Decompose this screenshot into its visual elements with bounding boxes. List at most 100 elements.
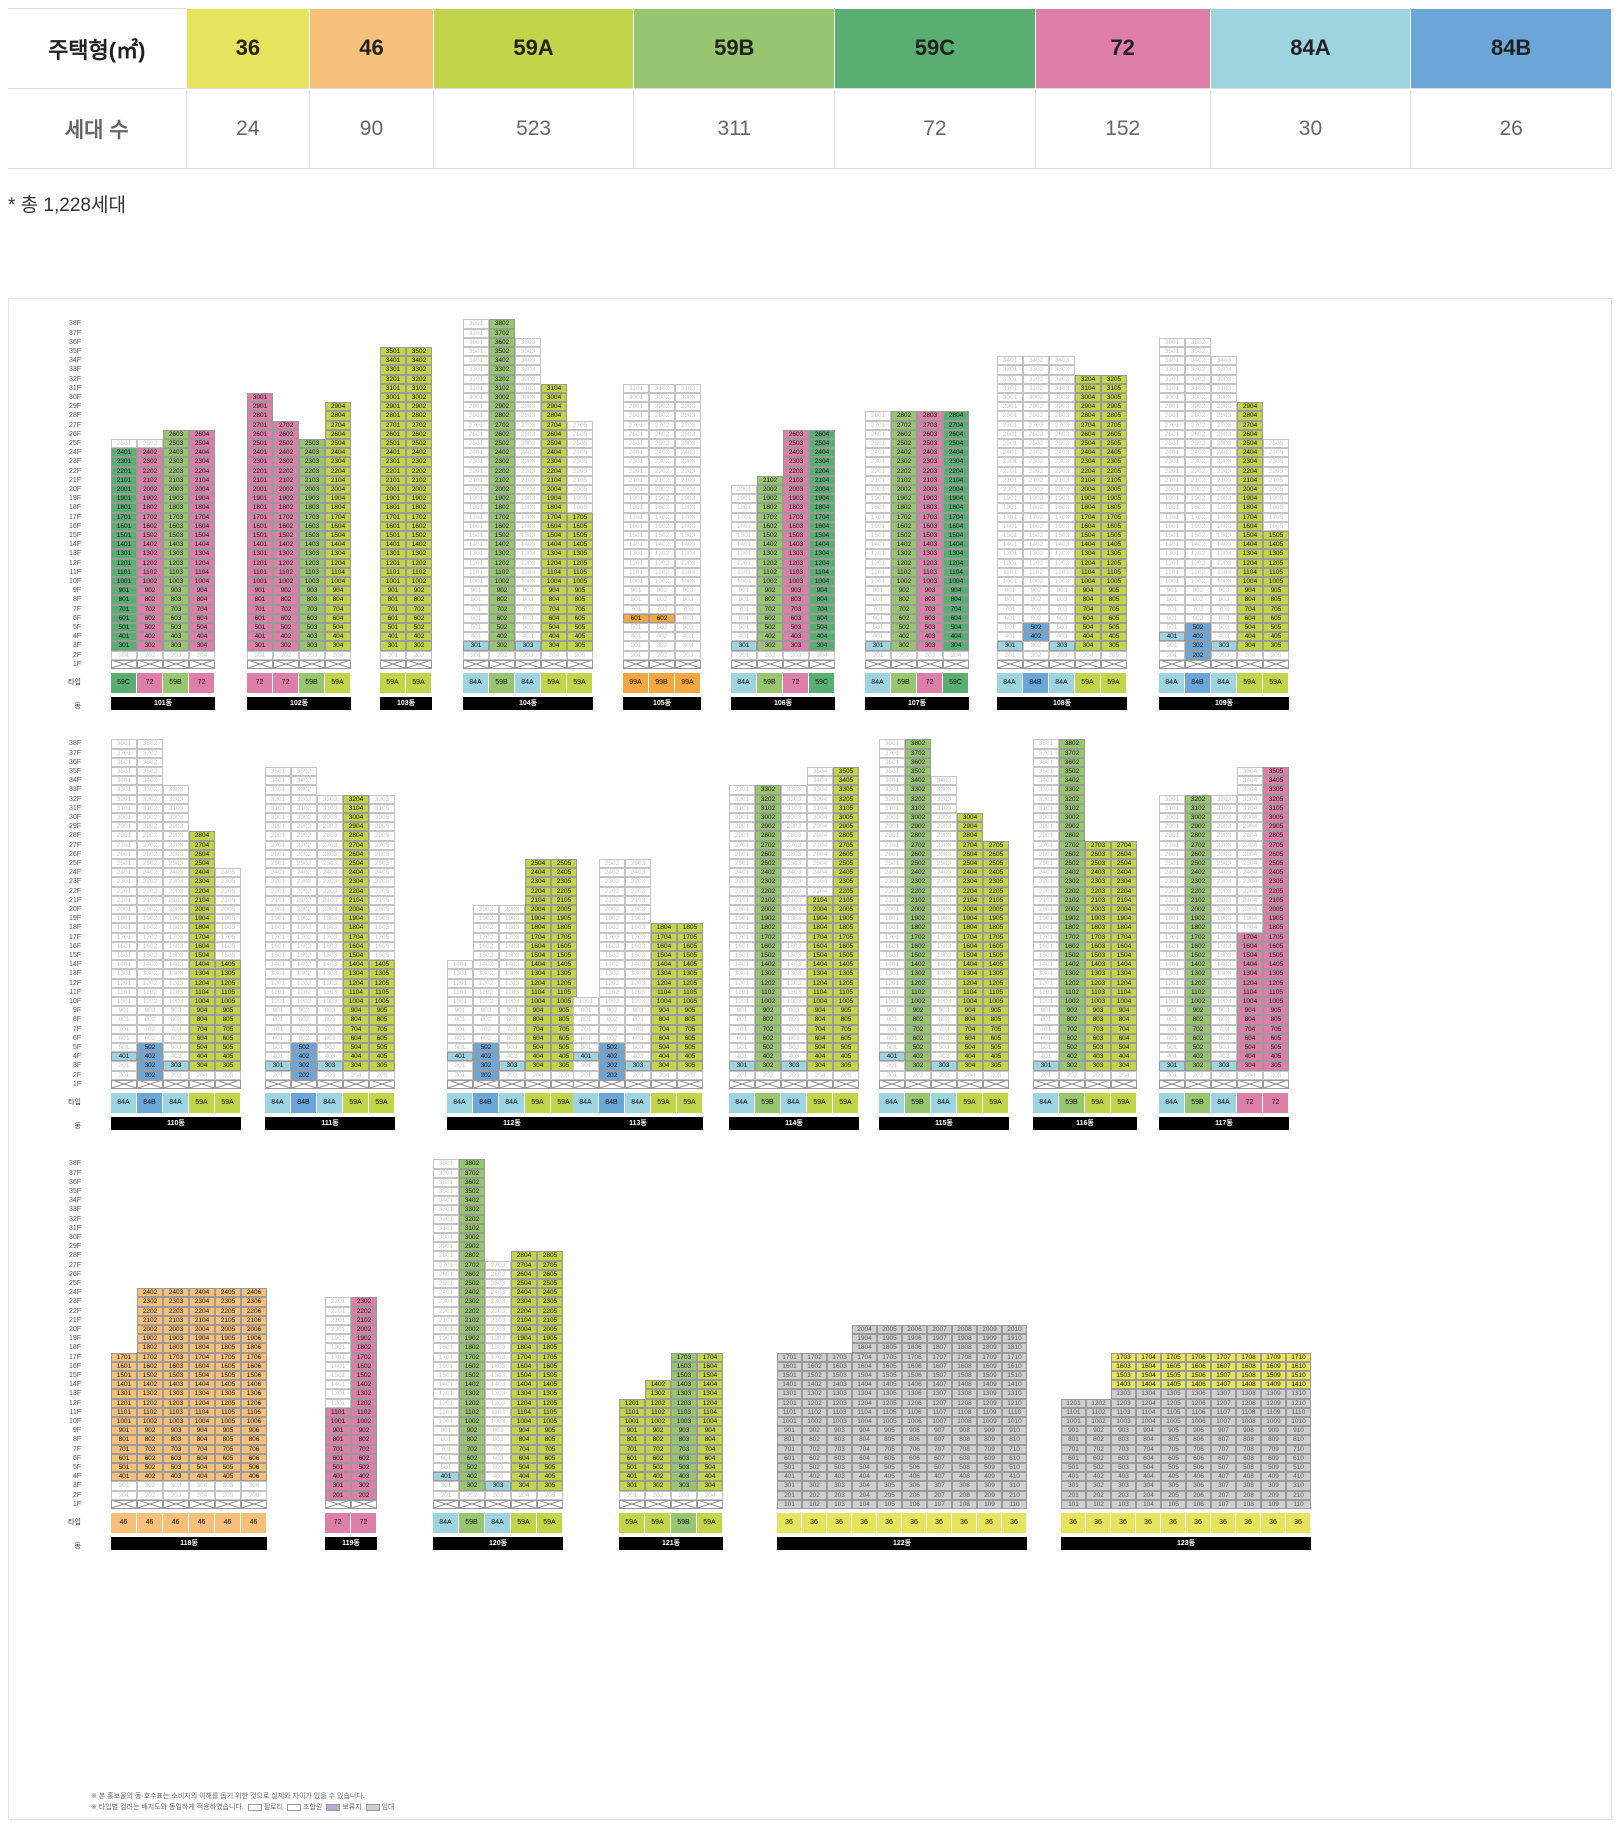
unit-cell: 402 xyxy=(459,1472,485,1482)
unit-cell: 2303 xyxy=(515,457,541,467)
unit-cell: 1804 xyxy=(651,923,677,933)
unit-cell: 3501 xyxy=(879,767,905,777)
unit-cell: 2003 xyxy=(317,905,343,915)
unit-cell: 1401 xyxy=(265,960,291,970)
unit-cell: 2801 xyxy=(111,831,137,841)
unit-cell: 604 xyxy=(957,1033,983,1043)
unit-cell: 1108 xyxy=(952,1407,977,1417)
unit-cell: 2503 xyxy=(1211,439,1237,449)
unit-cell: 3102 xyxy=(406,383,432,393)
unit-cell: 1003 xyxy=(675,577,701,587)
unit-cell: 3101 xyxy=(623,383,649,393)
floor-label: 20F xyxy=(68,906,81,913)
unit-cell: 1701 xyxy=(1159,932,1185,942)
unit-type-tag: 59B xyxy=(905,1093,931,1113)
unit-cell: 1303 xyxy=(163,549,189,559)
unit-cell: 2303 xyxy=(163,877,189,887)
unit-cell: 2701 xyxy=(1033,840,1059,850)
unit-cell: 2704 xyxy=(1075,420,1101,430)
unit-cell: 2005 xyxy=(877,1325,902,1335)
unit-cell: 602 xyxy=(459,1453,485,1463)
unit-cell: 2102 xyxy=(1185,895,1211,905)
unit-cell: 2302 xyxy=(459,1297,485,1307)
unit-cell: 2404 xyxy=(807,868,833,878)
building-label: 114동 xyxy=(729,1117,859,1130)
unit-cell: 2501 xyxy=(1159,439,1185,449)
unit-cell: 2304 xyxy=(511,1297,537,1307)
unit-cell: 502 xyxy=(891,623,917,633)
unit-cell: 2004 xyxy=(189,1325,215,1335)
unit-cell: 2302 xyxy=(351,1297,377,1307)
unit-cell: 1501 xyxy=(1159,951,1185,961)
unit-cell: 2902 xyxy=(459,1242,485,1252)
unit-cell: 504 xyxy=(1136,1463,1161,1473)
unit-cell: 1204 xyxy=(651,978,677,988)
unit-cell: 2801 xyxy=(623,411,649,421)
unit-cell: 2404 xyxy=(1237,448,1263,458)
unit-cell: 1101 xyxy=(325,1407,351,1417)
unit-cell: 1401 xyxy=(325,1380,351,1390)
unit-cell: 601 xyxy=(619,1453,645,1463)
unit-cell: 2204 xyxy=(957,886,983,896)
unit-cell xyxy=(380,659,406,669)
unit-type-tag: 36 xyxy=(1086,1513,1111,1533)
unit-cell: 2504 xyxy=(325,439,351,449)
unit-cell: 1203 xyxy=(499,978,525,988)
unit-cell: 1405 xyxy=(537,1380,563,1390)
unit-cell: 1104 xyxy=(325,567,351,577)
unit-cell: 1202 xyxy=(649,558,675,568)
unit-cell: 505 xyxy=(983,1043,1009,1053)
unit-cell: 303 xyxy=(163,1481,189,1491)
unit-cell: 1610 xyxy=(1002,1361,1027,1371)
unit-cell xyxy=(163,1079,189,1089)
unit-cell: 3001 xyxy=(433,1233,459,1243)
unit-cell: 1102 xyxy=(757,567,783,577)
unit-cell: 202 xyxy=(755,1070,781,1080)
unit-cell: 2201 xyxy=(1159,886,1185,896)
unit-cell: 1601 xyxy=(247,521,273,531)
unit-cell: 304 xyxy=(697,1481,723,1491)
unit-cell: 2804 xyxy=(325,411,351,421)
unit-cell: 801 xyxy=(265,1015,291,1025)
unit-cell: 1103 xyxy=(163,987,189,997)
unit-type-tag: 59B xyxy=(299,673,325,693)
unit-cell: 1102 xyxy=(905,987,931,997)
unit-cell: 2204 xyxy=(541,466,567,476)
unit-cell: 3702 xyxy=(905,748,931,758)
unit-cell: 2903 xyxy=(781,822,807,832)
unit-cell: 309 xyxy=(1261,1481,1286,1491)
unit-cell: 1704 xyxy=(343,932,369,942)
unit-cell: 305 xyxy=(215,1481,241,1491)
unit-cell: 2203 xyxy=(1085,886,1111,896)
unit-cell: 2504 xyxy=(809,439,835,449)
unit-cell: 2801 xyxy=(879,831,905,841)
unit-cell: 710 xyxy=(1286,1444,1311,1454)
unit-cell: 1402 xyxy=(891,540,917,550)
floor-label: 9F xyxy=(72,1007,81,1015)
unit-cell: 703 xyxy=(625,1024,651,1034)
unit-cell: 2505 xyxy=(1263,439,1289,449)
unit-cell: 1403 xyxy=(317,960,343,970)
unit-cell: 1004 xyxy=(189,997,215,1007)
unit-cell: 708 xyxy=(952,1444,977,1454)
unit-cell: 303 xyxy=(625,1061,651,1071)
unit-cell: 2003 xyxy=(931,905,957,915)
unit-cell: 2304 xyxy=(343,877,369,887)
unit-cell: 3403 xyxy=(931,776,957,786)
unit-cell: 2801 xyxy=(433,1251,459,1261)
unit-cell: 608 xyxy=(1236,1453,1261,1463)
unit-cell: 605 xyxy=(215,1453,241,1463)
unit-cell: 2404 xyxy=(541,448,567,458)
unit-cell: 3105 xyxy=(1101,383,1127,393)
unit-cell: 501 xyxy=(731,623,757,633)
unit-cell: 1305 xyxy=(1263,969,1289,979)
unit-cell: 801 xyxy=(463,595,489,605)
unit-cell: 2505 xyxy=(537,1279,563,1289)
unit-cell: 2302 xyxy=(891,457,917,467)
unit-cell: 2503 xyxy=(783,439,809,449)
unit-cell: 505 xyxy=(215,1463,241,1473)
floor-label: 27F xyxy=(68,841,81,849)
unit-cell: 1804 xyxy=(1237,503,1263,513)
unit-cell: 1104 xyxy=(1237,987,1263,997)
unit-cell: 302 xyxy=(891,641,917,651)
